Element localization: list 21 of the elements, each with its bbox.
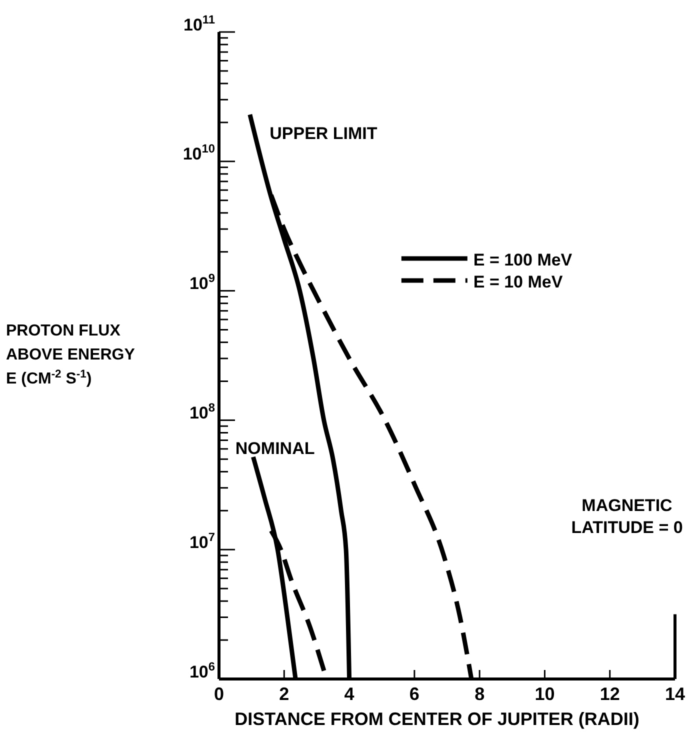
legend-label: E = 100 MeV (473, 250, 573, 270)
y-tick-label: 10$^{7}$ (189, 530, 216, 552)
x-axis-title: DISTANCE FROM CENTER OF JUPITER (RADII) (234, 709, 640, 729)
x-tick-label: 6 (409, 684, 420, 704)
annotation: NOMINAL (235, 438, 315, 458)
y-axis-title: PROTON FLUX ABOVE ENERGY E (CM$^{-2}$ S$^{-1}$) (6, 322, 136, 388)
x-tick-label: 12 (600, 684, 620, 704)
x-tick-label: 2 (279, 684, 290, 704)
y-tick-label: 10$^{11}$ (184, 12, 216, 34)
x-tick-label: 4 (344, 684, 354, 704)
x-tick-label: 10 (534, 684, 555, 704)
y-tick-label: 10$^{8}$ (189, 400, 216, 422)
y-tick-label: 10$^{10}$ (182, 142, 216, 164)
x-tick-label: 8 (474, 684, 485, 704)
x-tick-label: 0 (214, 684, 224, 704)
annotation: MAGNETIC LATITUDE = 0 (571, 496, 683, 537)
x-tick-label: 14 (664, 684, 686, 704)
y-tick-label: 10$^{9}$ (189, 271, 216, 294)
legend-label: E = 10 MeV (473, 272, 564, 292)
y-tick-label: 10$^{6}$ (189, 659, 216, 682)
annotation: UPPER LIMIT (270, 124, 378, 143)
